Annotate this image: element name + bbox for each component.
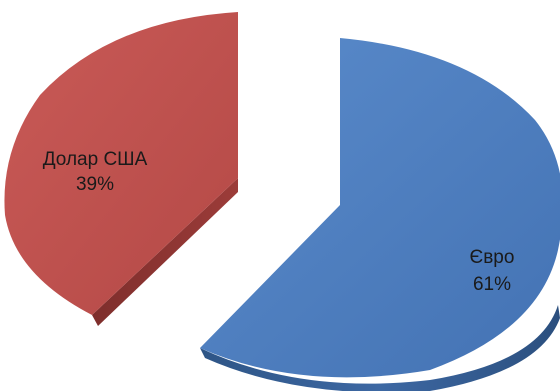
slice-usd bbox=[4, 12, 238, 326]
slice-euro bbox=[200, 38, 560, 391]
slice-usd-name: Долар США bbox=[43, 149, 148, 170]
slice-euro-percent: 61% bbox=[473, 274, 511, 295]
slice-usd-percent: 39% bbox=[76, 174, 114, 195]
slice-euro-top bbox=[200, 38, 560, 378]
slice-euro-name: Євро bbox=[470, 247, 515, 268]
slice-usd-top bbox=[4, 12, 238, 315]
slice-usd-side bbox=[92, 178, 238, 326]
